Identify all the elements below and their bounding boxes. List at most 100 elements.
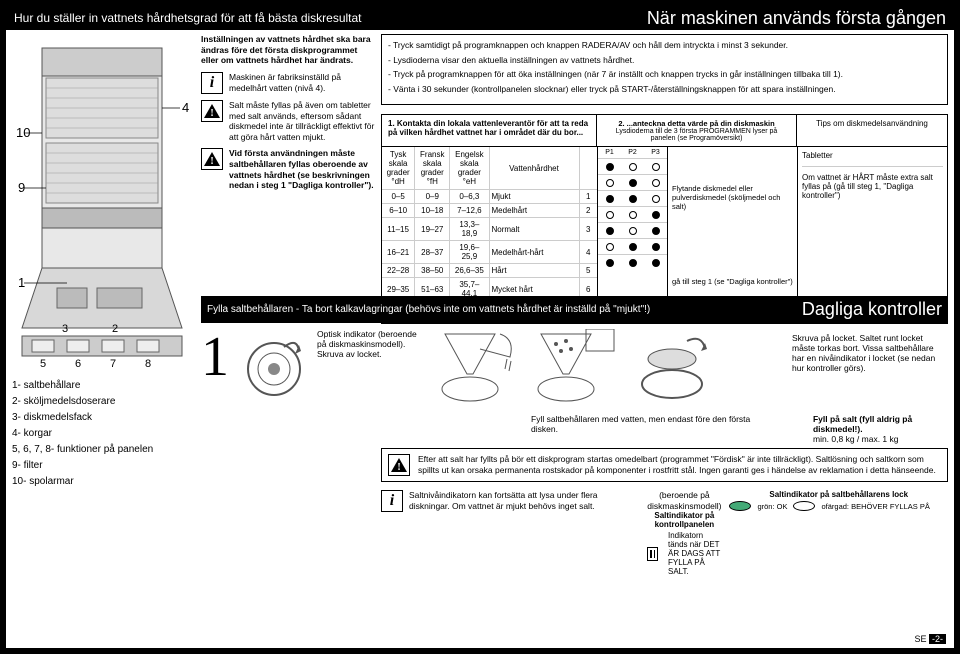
hardness-box: 1. Kontakta din lokala vattenleverantör … [381,114,948,324]
legend-7: 10- spolarmar [12,474,190,490]
setting-warn1: Salt måste fyllas på även om tabletter m… [229,100,376,143]
indicator-on-icon [647,547,658,561]
led-icon [652,211,660,219]
led-icon [629,179,637,187]
table-cell: 1 [579,190,597,204]
label-5: 5 [40,358,46,368]
table-row: 22–2838–5026,6–35Hårt5 [382,264,597,278]
col-p1: P1 [598,147,621,158]
led-row [598,238,667,254]
footer-se: SE [914,634,926,644]
table-cell: 3 [579,218,597,241]
header-right: När maskinen används första gången [647,8,946,29]
hb-head-2a: 2. ...anteckna detta värde på din diskma… [603,119,790,128]
step-number-1: 1 [201,329,231,407]
led-icon [606,259,614,267]
table-cell: 10–18 [415,204,450,218]
fyll-2b: min. 0,8 kg / max. 1 kg [813,434,899,444]
lid-green-icon [729,501,751,511]
led-icon [629,243,637,251]
table-cell: 11–15 [382,218,415,241]
led-icon [629,227,637,235]
table-cell: 28–37 [415,241,450,264]
label-8: 8 [145,358,151,368]
label-4: 4 [182,100,189,115]
table-cell: 2 [579,204,597,218]
fyll-1: Fyll saltbehållaren med vatten, men enda… [531,414,753,444]
legend-5: 5, 6, 7, 8- funktioner på panelen [12,442,190,458]
led-row [598,222,667,238]
hb-head-3: Tips om diskmedelsanvändning [797,115,947,146]
led-icon [652,163,660,171]
led-row [598,254,667,270]
led-icon [606,163,614,171]
col-tysk: Tysk skala grader °dH [382,147,415,190]
table-cell: 0–9 [415,190,450,204]
label-1: 1 [18,275,25,290]
table-cell: 22–28 [382,264,415,278]
table-cell: 38–50 [415,264,450,278]
instructions-box: - Tryck samtidigt på programknappen och … [381,34,948,105]
table-cell: 19–27 [415,218,450,241]
led-icon [629,163,637,171]
led-icon [606,243,614,251]
lid-clear-icon [793,501,815,511]
lid-clear-text: ofärgad: BEHÖVER FYLLAS PÅ [821,502,929,511]
fyll-2a: Fyll på salt (fyll aldrig på diskmedel!)… [813,414,912,434]
left-column: 10 9 1 4 3 2 5 6 7 8 1- saltbehållare 2-… [6,34,196,648]
led-icon [652,227,660,235]
table-row: 11–1519–2713,3–18,9Normalt3 [382,218,597,241]
table-row: 6–1010–187–12,6Medelhårt2 [382,204,597,218]
led-icon [652,259,660,267]
steps-top: Flytande diskmedel eller pulverdiskmedel… [672,184,793,211]
footer-page: -2- [929,634,946,644]
led-icon [652,243,660,251]
led-row [598,190,667,206]
top-header: Hur du ställer in vattnets hårdhetsgrad … [6,6,954,30]
led-icon [652,195,660,203]
instr-2: - Lysdioderna visar den aktuella inställ… [388,55,941,66]
info-icon: i [381,490,403,512]
table-cell: 26,6–35 [450,264,489,278]
led-row [598,174,667,190]
ind-title-1: Saltindikator på kontrollpanelen [647,511,721,529]
legend-6: 9- filter [12,458,190,474]
col-p2: P2 [621,147,644,158]
table-cell: Mjukt [489,190,579,204]
bottom-block: Fyll saltbehållaren med vatten, men enda… [381,414,948,576]
table-cell: 0–6,3 [450,190,489,204]
label-2: 2 [112,323,118,335]
table-cell: 19,6–25,9 [450,241,489,264]
table-cell: 13,3–18,9 [450,218,489,241]
col-engelsk: Engelsk skala grader °eH [450,147,489,190]
ind-title-2: Saltindikator på saltbehållarens lock [729,490,948,499]
bottom-warn: Efter att salt har fyllts på bör ett dis… [418,454,941,476]
salt-cap-icon [239,329,309,399]
dishwasher-diagram: 10 9 1 4 3 2 5 6 7 8 [12,38,192,368]
table-row: 16–2128–3719,6–25,9Medelhårt-hårt4 [382,241,597,264]
funnel-salt-icon [531,329,621,407]
sec2-hdr-left: Fylla saltbehållaren - Ta bort kalkavlag… [207,304,650,315]
table-cell: 5 [579,264,597,278]
screw-cap-icon [627,329,717,407]
hb-head-1: 1. Kontakta din lokala vattenleverantör … [388,119,588,137]
col-p3: P3 [644,147,667,158]
table-cell: 7–12,6 [450,204,489,218]
bottom-warn-box: Efter att salt har fyllts på bör ett dis… [381,448,948,482]
optisk-text: Optisk indikator (beroende på diskmaskin… [317,329,427,407]
ind-text-1: Indikatorn tänds när DET ÄR DAGS ATT FYL… [668,531,721,576]
led-row [598,158,667,174]
funnel-water-icon [435,329,525,407]
instr-4: - Vänta i 30 sekunder (kontrollpanelen s… [388,84,941,95]
warning-icon [201,100,223,122]
led-row [598,206,667,222]
led-icon [629,259,637,267]
table-cell: Normalt [489,218,579,241]
skruva-text: Skruva på locket. Saltet runt locket mås… [788,329,948,407]
legend: 1- saltbehållare 2- sköljmedelsdoserare … [12,378,190,490]
table-cell: 6–10 [382,204,415,218]
table-cell: Hårt [489,264,579,278]
legend-2: 2- sköljmedelsdoserare [12,394,190,410]
lid-green-text: grön: OK [757,502,787,511]
led-icon [606,227,614,235]
